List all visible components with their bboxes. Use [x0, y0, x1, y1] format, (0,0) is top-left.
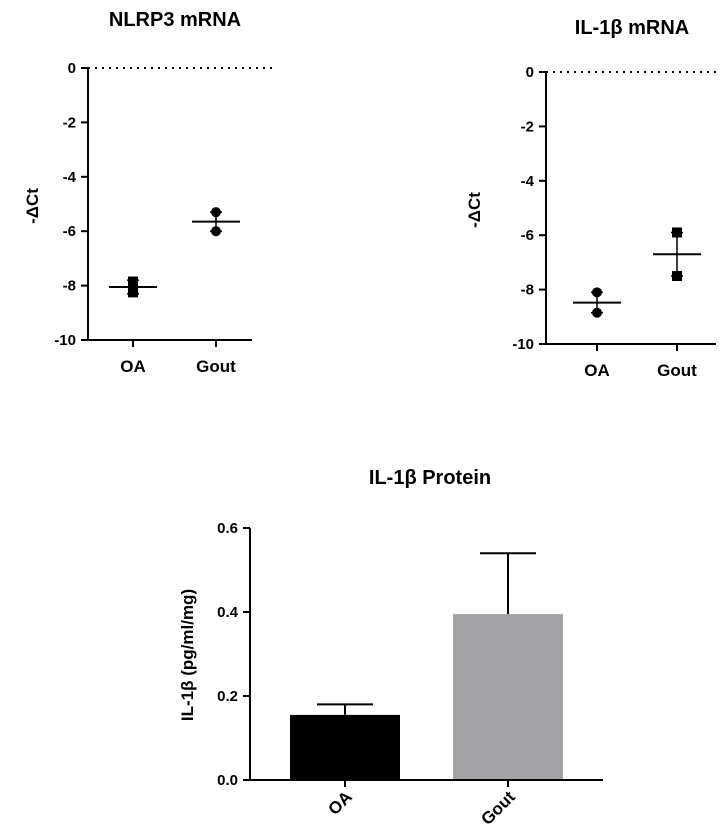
il1b-protein-x-category-label: Gout — [477, 787, 519, 829]
il1b-mrna-panel: IL-1β mRNA -ΔCt 0 -2 -4 -6 -8 -10 OA Gout — [465, 17, 720, 380]
il1b-mrna-data-point-square — [672, 271, 682, 281]
il1b-protein-y-tick-label: 0.4 — [217, 604, 239, 621]
nlrp3-x-category-label: Gout — [196, 357, 236, 376]
il1b-mrna-y-tick-label: -10 — [512, 336, 534, 353]
il1b-mrna-y-tick-label: -6 — [521, 227, 534, 244]
nlrp3-chart-title: NLRP3 mRNA — [109, 9, 241, 31]
il1b-protein-y-axis-label: IL-1β (pg/ml/mg) — [178, 589, 197, 721]
il1b-mrna-data-point-circle — [592, 287, 602, 298]
nlrp3-y-tick-label: -4 — [63, 169, 77, 186]
nlrp3-data-point-circle — [211, 207, 221, 218]
il1b-protein-panel: IL-1β Protein IL-1β (pg/ml/mg) 0.0 0.2 0.4… — [178, 467, 603, 829]
nlrp3-y-tick-label: -8 — [63, 278, 76, 295]
il1b-protein-y-tick-label: 0.0 — [217, 772, 238, 789]
il1b-mrna-y-tick-label: -2 — [521, 118, 534, 135]
il1b-protein-y-tick-label: 0.2 — [217, 688, 238, 705]
il1b-protein-chart-title: IL-1β Protein — [369, 467, 491, 489]
il1b-mrna-y-tick-label: -8 — [521, 282, 534, 299]
nlrp3-y-tick-label: -2 — [63, 114, 76, 131]
nlrp3-y-axis-label: -ΔCt — [23, 188, 42, 224]
nlrp3-y-ticks: 0 -2 -4 -6 -8 -10 — [54, 60, 88, 349]
il1b-mrna-x-categories: OA Gout — [584, 344, 697, 380]
il1b-protein-y-ticks: 0.0 0.2 0.4 0.6 — [217, 520, 250, 789]
il1b-mrna-y-axis-label: -ΔCt — [465, 192, 484, 228]
il1b-protein-x-categories: OA Gout — [324, 780, 519, 829]
nlrp3-data-marks — [109, 207, 240, 298]
il1b-mrna-y-ticks: 0 -2 -4 -6 -8 -10 — [512, 64, 546, 353]
nlrp3-y-tick-label: 0 — [68, 60, 76, 77]
il1b-protein-data-marks — [290, 552, 563, 780]
il1b-mrna-chart-title: IL-1β mRNA — [575, 17, 689, 39]
il1b-mrna-data-point-square — [672, 227, 682, 238]
il1b-mrna-x-category-label: Gout — [657, 361, 697, 380]
nlrp3-x-category-label: OA — [120, 357, 146, 376]
il1b-mrna-data-point-circle — [592, 307, 602, 318]
nlrp3-y-tick-label: -6 — [63, 223, 76, 240]
il1b-protein-x-category-label: OA — [324, 787, 355, 818]
il1b-mrna-y-tick-label: -4 — [521, 173, 535, 190]
nlrp3-data-point-circle — [211, 226, 221, 237]
nlrp3-mrna-panel: NLRP3 mRNA -ΔCt 0 -2 -4 -6 -8 -10 OA Gout — [23, 9, 272, 376]
nlrp3-x-categories: OA Gout — [120, 340, 236, 376]
nlrp3-y-tick-label: -10 — [54, 332, 76, 349]
il1b-protein-y-tick-label: 0.6 — [217, 520, 238, 537]
il1b-mrna-y-tick-label: 0 — [526, 64, 534, 81]
nlrp3-data-point-square — [128, 276, 138, 287]
il1b-mrna-data-marks — [573, 227, 701, 318]
il1b-mrna-x-category-label: OA — [584, 361, 610, 380]
il1b-protein-bar-oa — [290, 714, 400, 780]
il1b-protein-bar-gout — [453, 614, 563, 780]
nlrp3-data-point-square — [128, 287, 138, 298]
